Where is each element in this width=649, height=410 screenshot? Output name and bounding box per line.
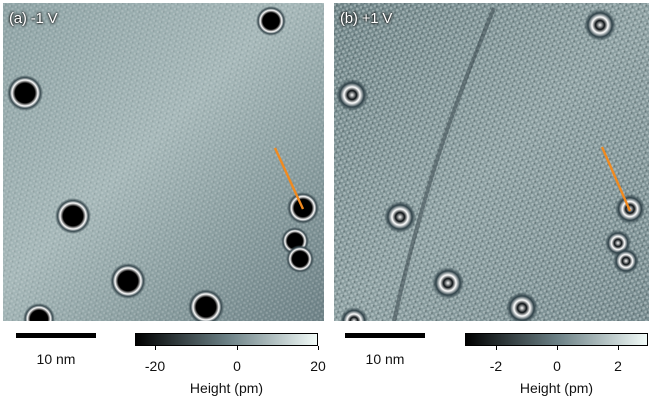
colorbar-gradient-a [135,333,318,346]
colorbar-tick-label-a-0: -20 [144,358,166,374]
colorbar-title-b: Height (pm) [519,380,594,396]
panel-label-b: (b) +1 V [340,10,393,27]
colorbar-tick-label-b-1: 0 [553,358,561,374]
domain-boundary-b [392,7,496,321]
stm-topograph-b [334,3,649,321]
line-profile-a [273,147,305,210]
colorbar-tick-b-0 [496,346,497,350]
panel-label-a: (a) -1 V [9,10,58,27]
scalebar-line-b [345,333,425,338]
colorbar-a: -20 0 20 Height (pm) [135,333,345,409]
colorbar-b: -2 0 2 Height (pm) [465,333,649,409]
scalebar-label-b: 10 nm [365,351,405,367]
colorbar-tick-a-2 [318,346,319,350]
scalebar-label-a: 10 nm [36,351,76,367]
scalebar-line-a [16,333,96,338]
colorbar-gradient-b [465,333,648,346]
colorbar-tick-label-b-0: -2 [489,358,503,374]
defects-b [336,9,645,321]
scalebar-b: 10 nm [345,333,465,373]
stm-image-b: (b) +1 V [334,3,649,321]
colorbar-title-a: Height (pm) [189,380,264,396]
colorbar-tick-a-1 [237,346,238,350]
colorbar-tick-label-a-2: 20 [310,358,326,374]
stm-topograph-a [3,3,324,321]
defects-a [7,6,319,321]
colorbar-tick-b-2 [618,346,619,350]
colorbar-tick-label-a-1: 0 [233,358,241,374]
stm-image-a: (a) -1 V [3,3,324,321]
line-profile-b [600,146,632,212]
colorbar-tick-a-0 [155,346,156,350]
colorbar-tick-label-b-2: 2 [614,358,622,374]
colorbar-tick-b-1 [557,346,558,350]
scalebar-a: 10 nm [16,333,136,373]
